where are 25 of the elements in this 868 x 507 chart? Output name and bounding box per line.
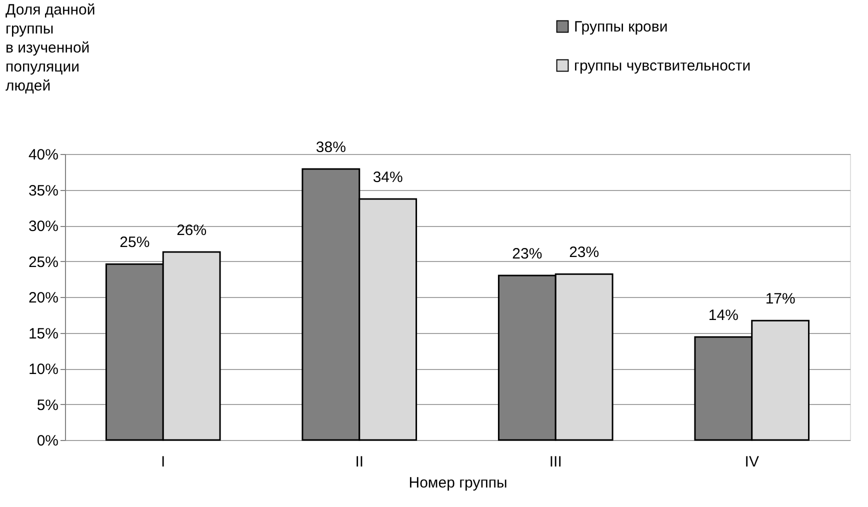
x-tick-label: IV <box>744 454 759 470</box>
y-tick-label: 20% <box>28 290 58 306</box>
y-tick-label: 30% <box>28 218 58 235</box>
legend-label: группы чувствительности <box>574 58 751 74</box>
legend-label: Группы крови <box>574 18 668 36</box>
data-label: 38% <box>316 139 346 156</box>
data-label: 25% <box>120 234 150 252</box>
y-tick-label: 0% <box>36 432 58 450</box>
data-label: 17% <box>765 290 796 308</box>
x-tick-label: II <box>355 454 364 470</box>
data-label: 26% <box>176 222 207 239</box>
data-label: 34% <box>372 169 403 186</box>
data-label: 14% <box>708 307 738 324</box>
x-tick-label: I <box>161 454 166 470</box>
y-tick-label: 25% <box>28 254 58 271</box>
data-label: 23% <box>512 246 542 263</box>
y-tick-label: 40% <box>28 146 58 164</box>
y-axis-title: Доля данной группы в изученной популяции людей <box>6 2 96 94</box>
y-tick-label: 10% <box>28 361 58 378</box>
y-tick-label: 15% <box>28 325 58 342</box>
x-tick-label: III <box>549 454 562 470</box>
data-label: 23% <box>569 244 600 262</box>
y-tick-label: 35% <box>28 182 58 200</box>
x-axis-title: Номер группы <box>408 474 508 492</box>
y-tick-label: 5% <box>36 396 58 414</box>
